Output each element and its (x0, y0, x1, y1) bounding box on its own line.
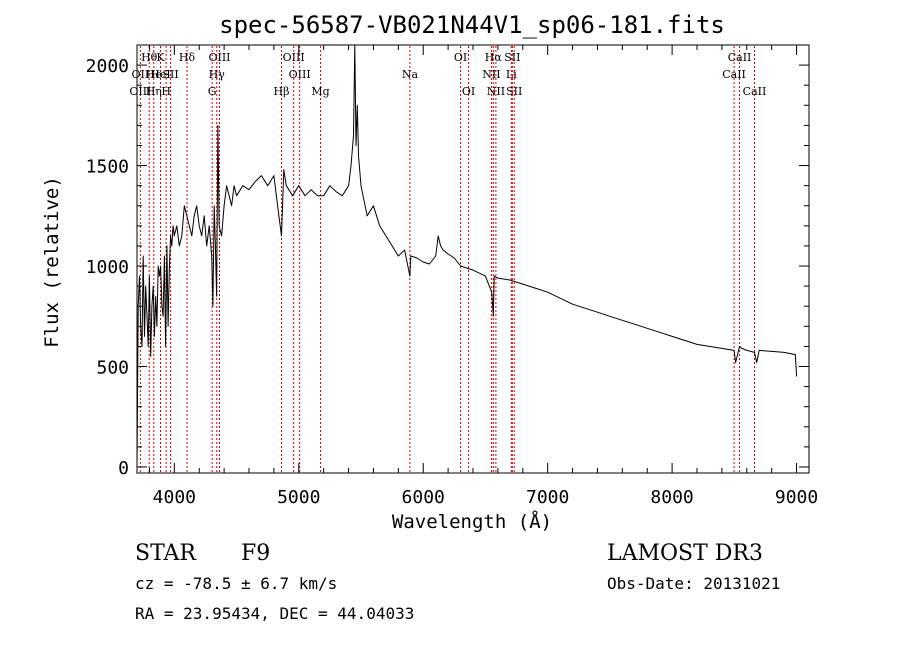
spectral-line-label: G (208, 85, 217, 98)
y-axis-label: Flux (relative) (41, 176, 63, 348)
x-tick-label: 6000 (402, 487, 445, 508)
spectral-line-label: He (146, 68, 162, 81)
y-tick-label: 1000 (86, 257, 129, 278)
spectral-line-label: CaII (722, 68, 746, 81)
redshift-text: cz = -78.5 ± 6.7 km/s (135, 574, 337, 593)
spectral-line-label: CaII (728, 51, 752, 64)
spectral-line-label: K (156, 51, 165, 64)
obs-date: Obs-Date: 20131021 (607, 574, 780, 593)
spectral-line-label: OI (462, 85, 475, 98)
y-axis-ticks: 0 500 1000 1500 2000 (86, 56, 809, 479)
spectral-line-label: OII (132, 68, 150, 81)
spectral-line-label: Hα (485, 51, 503, 64)
coords-text: RA = 23.95434, DEC = 44.04033 (135, 604, 414, 623)
spectral-line-label: OIII (208, 51, 230, 64)
spectral-line-label: H (161, 85, 171, 98)
x-axis-label: Wavelength (Å) (392, 510, 552, 533)
spectral-line-label: SII (504, 51, 520, 64)
y-tick-label: 2000 (86, 56, 129, 77)
spectral-line-label: OIII (289, 68, 311, 81)
chart-title: spec-56587-VB021N44V1_sp06-181.fits (219, 11, 725, 39)
object-class: STAR (135, 541, 197, 566)
spectral-line-label: OIII (283, 51, 305, 64)
spectral-line-markers (139, 46, 755, 472)
plot-frame (136, 44, 810, 474)
object-subclass: F9 (241, 541, 270, 566)
spectral-line-label: NII (487, 85, 505, 98)
spectral-line-label: OIII (129, 85, 151, 98)
x-tick-label: 9000 (775, 487, 818, 508)
spectral-line-label: Li (506, 68, 517, 81)
spectral-line-label: OI (454, 51, 467, 64)
x-tick-label: 5000 (277, 487, 320, 508)
y-tick-label: 1500 (86, 157, 129, 178)
spectral-line-label: Hγ (209, 68, 226, 81)
x-tick-label: 4000 (153, 487, 196, 508)
spectral-line-label: SII (506, 85, 522, 98)
y-tick-label: 0 (118, 458, 129, 479)
spectrum-series-line (136, 44, 798, 468)
spectral-line-label: SII (162, 68, 178, 81)
survey-name: LAMOST DR3 (607, 541, 763, 566)
spectral-line-label: Hη (146, 85, 162, 98)
spectral-line-label: Hδ (179, 51, 196, 64)
spectral-line-label: NII (482, 68, 500, 81)
x-tick-label: 7000 (526, 487, 569, 508)
spectral-line-label: Hθ (141, 51, 158, 64)
spectral-line-label: HeI (150, 68, 170, 81)
x-tick-label: 8000 (650, 487, 693, 508)
spectral-line-label: Mg (311, 85, 329, 98)
spectral-line-label: CaII (743, 85, 767, 98)
x-axis-ticks: 4000 5000 6000 7000 8000 9000 (148, 45, 818, 508)
spectral-line-label: Na (402, 68, 419, 81)
spectral-line-label: Hβ (274, 85, 290, 98)
y-tick-label: 500 (96, 358, 129, 379)
